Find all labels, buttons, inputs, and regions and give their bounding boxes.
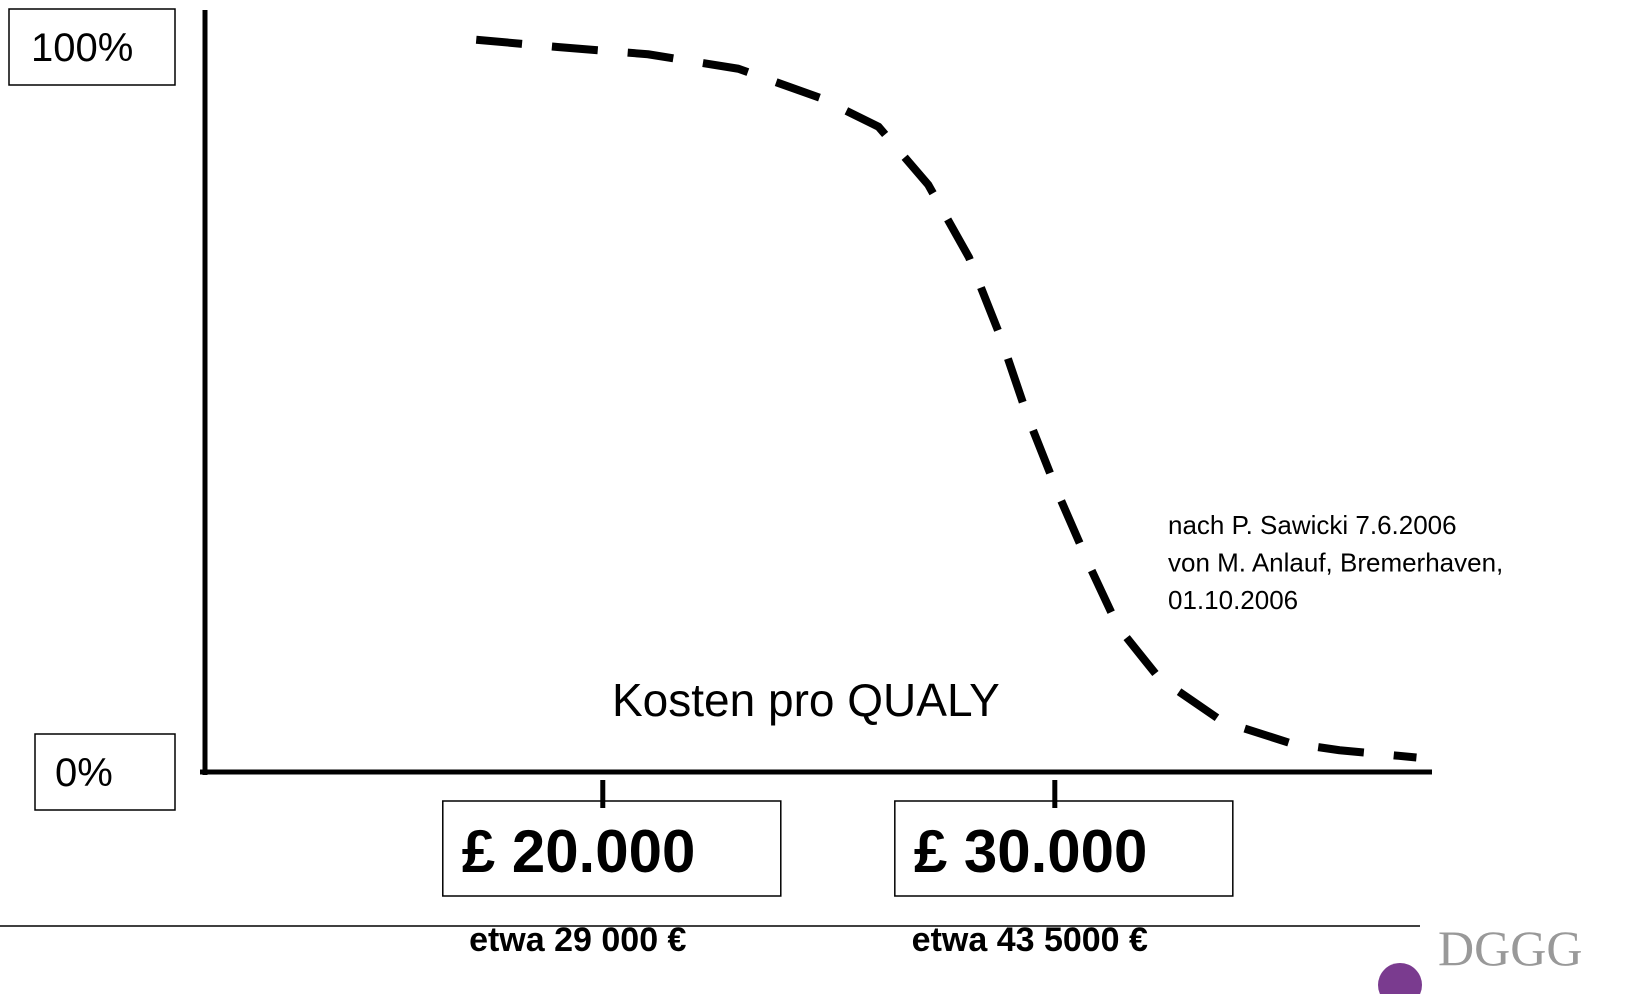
annotation-line: nach P. Sawicki 7.6.2006 — [1168, 510, 1457, 540]
x-tick-label: £ 20.000 — [462, 818, 696, 885]
y-tick-box — [34, 733, 176, 811]
x-axis-label: Kosten pro QUALY — [612, 674, 1000, 726]
x-tick-sublabel: etwa 29 000 € — [469, 921, 686, 959]
annotation-line: 01.10.2006 — [1168, 585, 1298, 615]
logo-mark — [1378, 963, 1422, 994]
logo-text: DGGG — [1438, 920, 1582, 976]
x-tick-sublabel: etwa 43 5000 € — [912, 921, 1148, 959]
curve — [475, 35, 1417, 762]
x-tick-box — [442, 800, 782, 897]
x-tick-box — [894, 800, 1234, 897]
annotation-line: von M. Anlauf, Bremerhaven, — [1168, 548, 1503, 578]
y-tick-label: 0% — [55, 751, 113, 795]
x-tick-label: £ 30.000 — [914, 818, 1148, 885]
y-tick-label: 100% — [31, 26, 133, 70]
y-tick-box — [8, 8, 176, 86]
